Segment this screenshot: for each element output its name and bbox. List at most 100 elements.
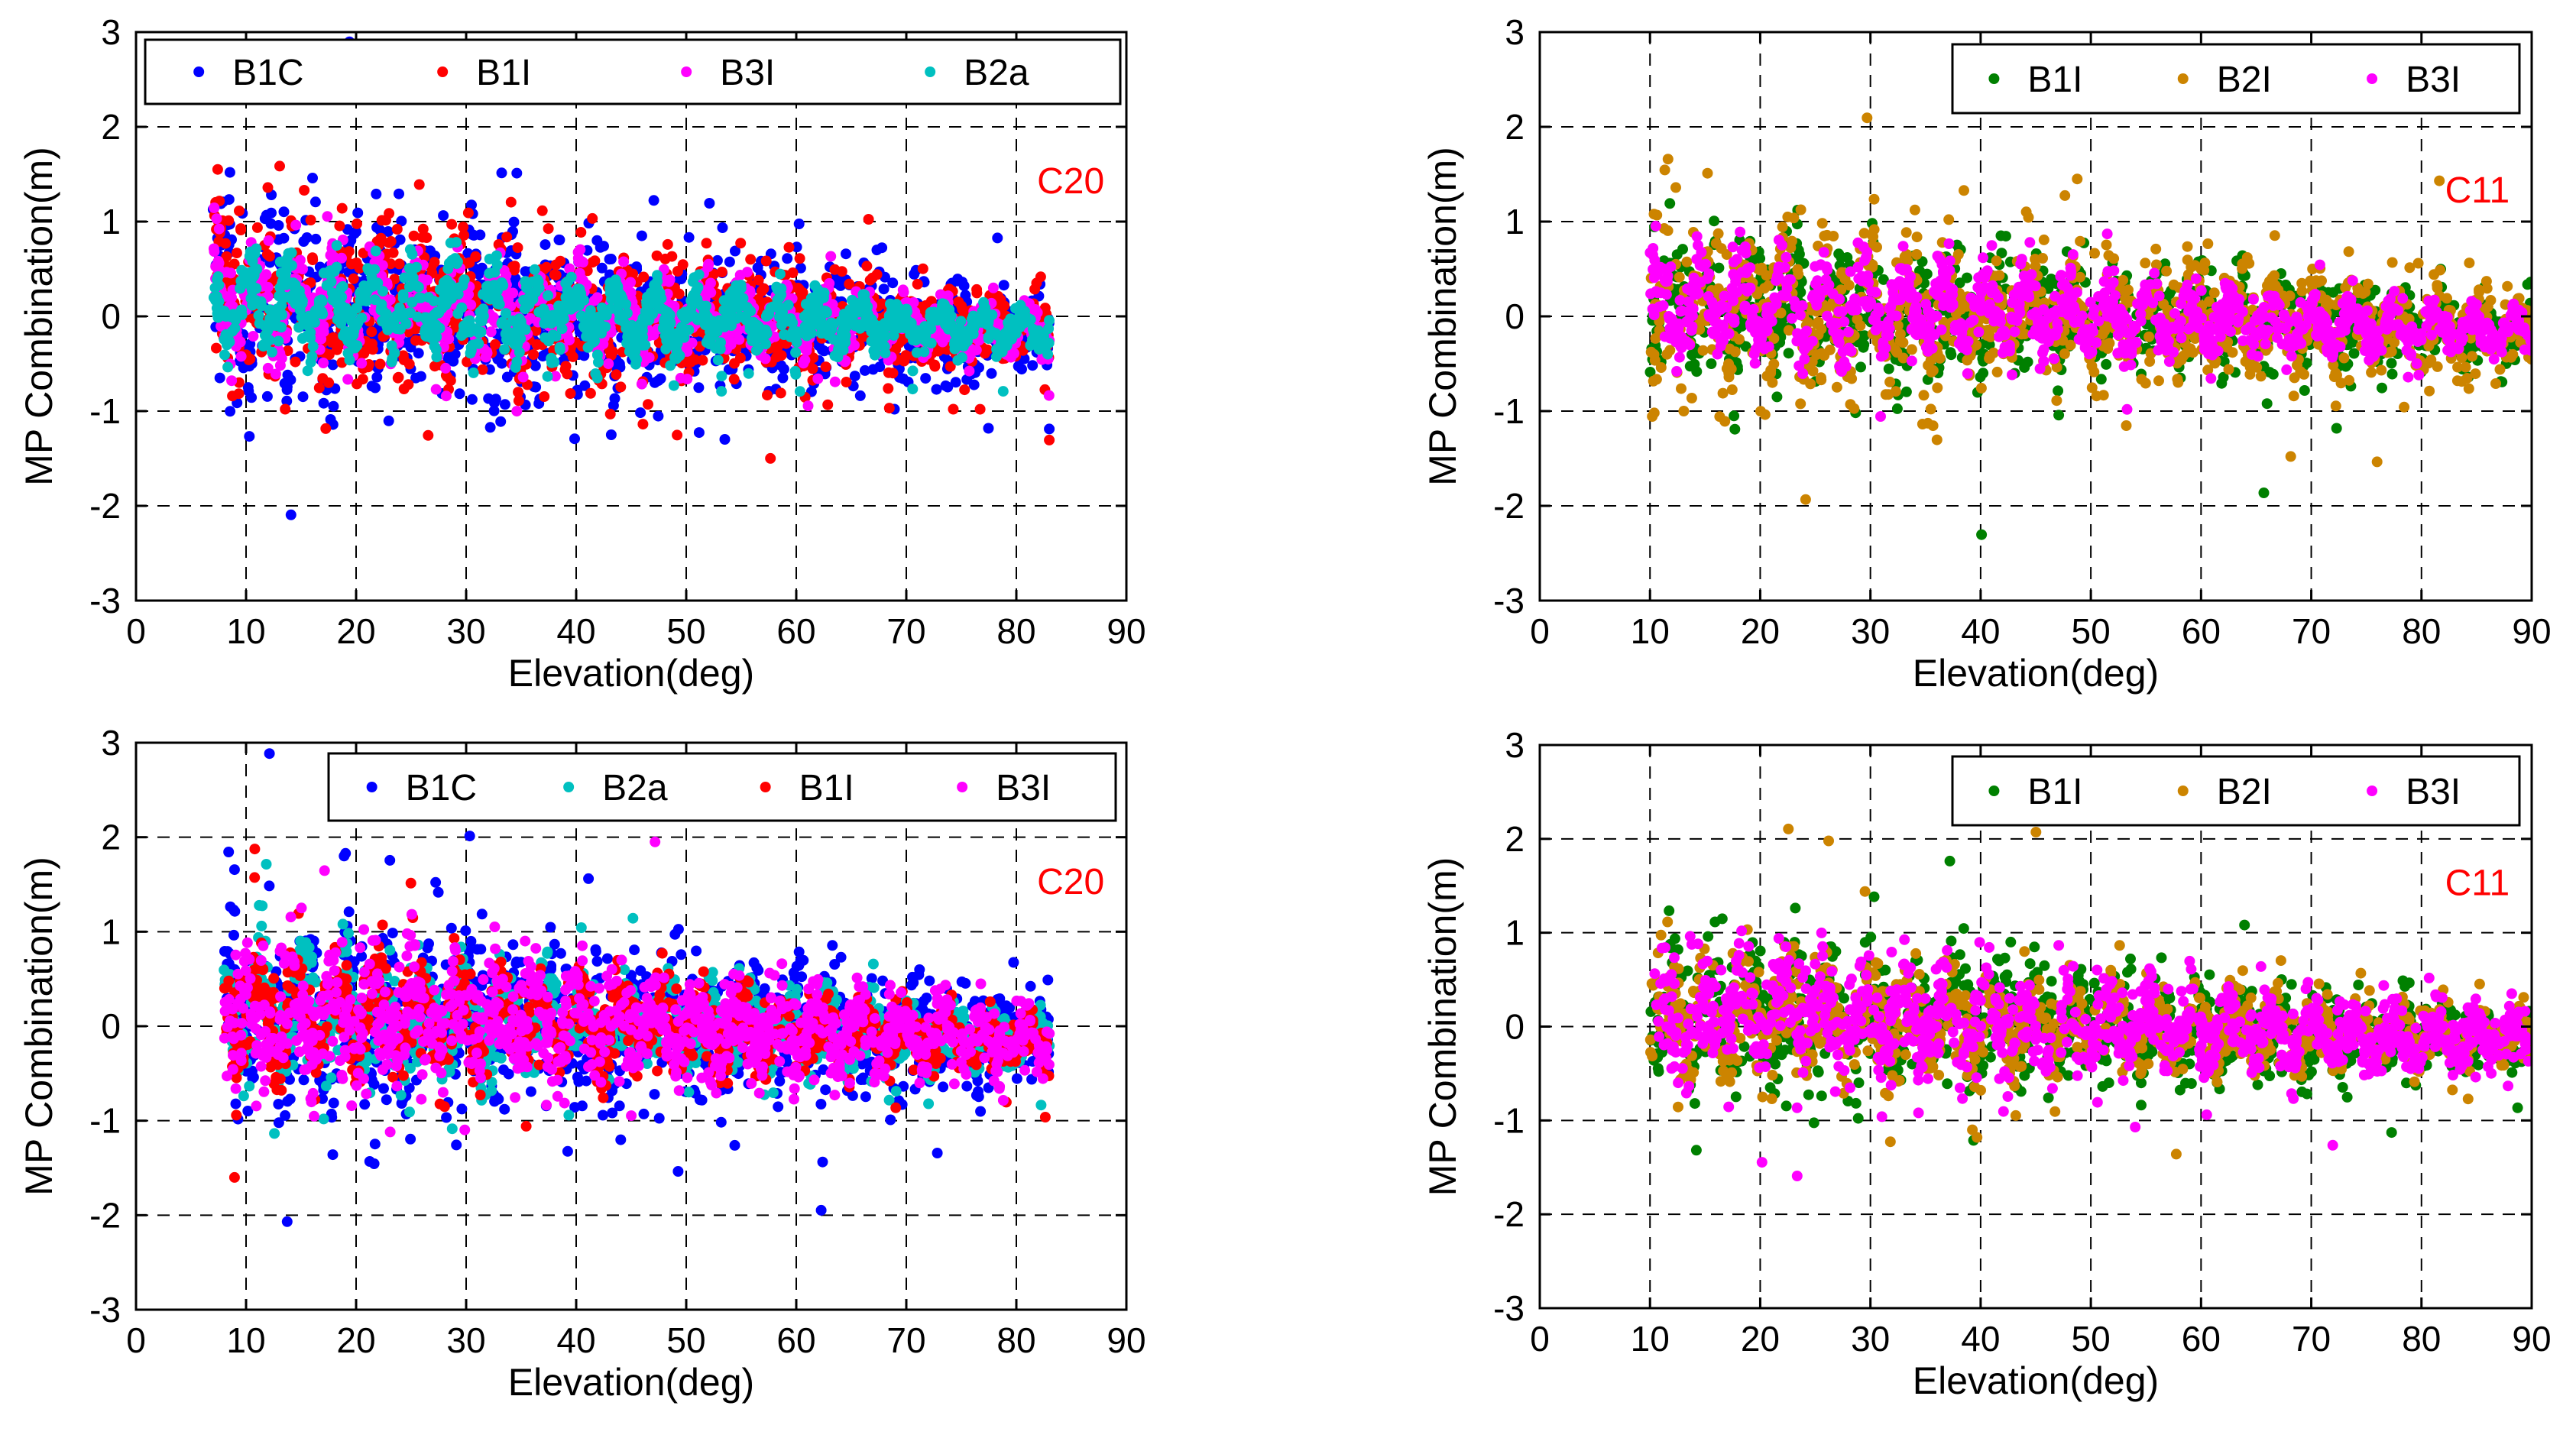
data-point xyxy=(649,377,660,388)
data-point xyxy=(220,238,232,249)
data-point xyxy=(410,372,422,384)
data-point xyxy=(465,348,476,359)
data-point xyxy=(306,252,318,264)
data-point xyxy=(697,355,708,366)
chart-panel-1: 0 10 20 30 40 50 60 70 80 903210-1-2-3Elevation(d… xyxy=(18,12,1146,695)
data-point xyxy=(394,258,405,270)
data-point xyxy=(787,317,799,329)
data-point xyxy=(536,205,548,216)
data-point xyxy=(587,212,598,224)
data-point xyxy=(1025,314,1036,326)
data-point xyxy=(1771,391,1783,403)
data-point xyxy=(693,427,705,439)
data-point xyxy=(791,336,802,348)
data-point xyxy=(496,167,507,179)
data-point xyxy=(1032,307,1043,319)
data-point xyxy=(717,222,728,233)
data-point xyxy=(567,351,578,362)
data-point xyxy=(878,283,889,295)
data-point xyxy=(743,368,754,379)
data-point xyxy=(825,322,837,334)
data-point xyxy=(859,289,870,300)
data-point xyxy=(762,390,773,401)
data-point xyxy=(344,355,355,366)
data-point xyxy=(302,365,313,377)
data-point xyxy=(258,341,269,352)
data-point xyxy=(817,344,828,355)
data-point xyxy=(377,286,388,297)
data-point xyxy=(807,363,818,374)
data-point xyxy=(956,300,967,312)
x-tick-label: 50 xyxy=(666,611,705,651)
data-point xyxy=(1019,353,1030,364)
data-point xyxy=(263,235,274,246)
legend: B1C B1I B3I B2a xyxy=(144,38,1122,105)
data-point xyxy=(861,261,873,272)
data-point xyxy=(841,377,852,387)
data-point xyxy=(467,229,478,241)
data-point xyxy=(974,403,986,415)
data-point xyxy=(352,207,364,219)
data-point xyxy=(693,269,705,280)
chart-panel-2: 0 10 20 30 40 50 60 70 80 903210-1-2-3Elevation(d… xyxy=(1421,12,2552,695)
data-point xyxy=(313,382,325,394)
data-point xyxy=(235,223,247,235)
data-point xyxy=(381,309,392,319)
data-point xyxy=(2053,385,2064,397)
data-point xyxy=(636,378,647,390)
data-point xyxy=(564,335,575,346)
data-point xyxy=(552,316,563,327)
data-point xyxy=(883,383,894,394)
data-point xyxy=(484,254,495,264)
data-point xyxy=(540,332,551,343)
data-point xyxy=(1709,215,1720,227)
data-point xyxy=(643,399,653,410)
data-point xyxy=(611,369,622,381)
data-point xyxy=(795,262,806,274)
data-point xyxy=(879,318,890,329)
data-point xyxy=(562,368,573,380)
data-point xyxy=(883,403,895,414)
data-point xyxy=(247,256,258,267)
data-point xyxy=(509,264,520,276)
data-point xyxy=(688,310,699,322)
x-tick-label: 40 xyxy=(556,611,595,651)
data-point xyxy=(371,188,382,199)
data-point xyxy=(413,348,424,359)
data-point xyxy=(783,300,794,311)
data-point xyxy=(897,284,909,296)
data-point xyxy=(356,358,368,369)
data-point xyxy=(799,355,811,366)
data-point xyxy=(225,406,236,417)
data-point xyxy=(983,318,994,329)
data-point xyxy=(495,416,507,427)
data-point xyxy=(1039,303,1051,314)
data-point xyxy=(638,271,650,283)
data-point xyxy=(583,313,595,325)
data-point xyxy=(270,368,281,380)
data-point xyxy=(322,211,333,222)
data-point xyxy=(716,267,727,277)
data-point xyxy=(1006,316,1018,326)
data-point xyxy=(596,262,608,274)
data-point xyxy=(411,261,422,273)
data-point xyxy=(863,214,874,225)
data-point xyxy=(774,268,786,280)
data-point xyxy=(542,371,553,382)
data-point xyxy=(791,241,802,253)
x-tick-label: 90 xyxy=(1107,611,1145,651)
data-point xyxy=(608,400,619,411)
data-point xyxy=(844,278,855,290)
data-point xyxy=(637,339,648,351)
data-point xyxy=(280,266,291,277)
data-point xyxy=(618,256,630,267)
data-point xyxy=(777,372,789,384)
data-point xyxy=(484,422,496,433)
data-point xyxy=(859,364,870,376)
data-point xyxy=(299,185,310,196)
data-point xyxy=(815,315,827,326)
data-point xyxy=(239,267,250,278)
data-point xyxy=(812,373,824,384)
data-point xyxy=(983,423,994,434)
data-point xyxy=(247,286,258,297)
